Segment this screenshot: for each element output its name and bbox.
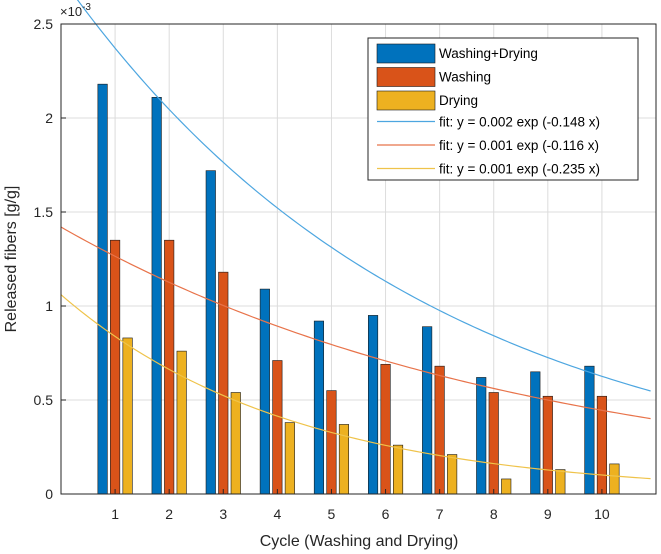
bar-drying-9 <box>555 469 566 495</box>
x-tick-label: 3 <box>219 506 227 522</box>
legend-label: fit: y = 0.001 exp (-0.235 x) <box>439 162 600 177</box>
bar-washing-drying-3 <box>205 170 216 495</box>
x-axis-label: Cycle (Washing and Drying) <box>260 533 459 550</box>
legend-swatch-1 <box>376 43 436 64</box>
y-tick-label: 0 <box>45 486 53 502</box>
plot-frame <box>60 23 657 495</box>
y-tick-label: 0.5 <box>34 392 54 408</box>
bar-washing-1 <box>110 239 121 495</box>
legend-swatch-3 <box>376 90 436 111</box>
x-tick-labels: 1 2 3 4 5 6 7 8 9 10 <box>111 489 610 522</box>
legend-label: fit: y = 0.001 exp (-0.116 x) <box>439 138 599 153</box>
bar-washing-drying-2 <box>151 97 162 495</box>
x-tick-label: 8 <box>490 506 498 522</box>
y-tick-label: 1 <box>45 298 53 314</box>
bar-washing-drying-9 <box>530 371 541 495</box>
legend: Washing+Drying Washing Drying fit: y = 0.00… <box>367 37 639 181</box>
bar-washing-9 <box>542 395 553 495</box>
fit-curve-1 <box>76 0 651 392</box>
bar-drying-6 <box>392 444 404 495</box>
bar-drying-8 <box>501 478 512 495</box>
bar-washing-drying-6 <box>367 315 379 495</box>
legend-label: Washing <box>439 70 491 85</box>
x-tick-label: 5 <box>328 506 336 522</box>
x-tick-label: 4 <box>273 506 281 522</box>
bar-washing-drying-5 <box>313 320 325 495</box>
bar-washing-4 <box>272 360 283 495</box>
bar-drying-2 <box>176 350 187 495</box>
bar-washing-drying-8 <box>476 377 487 495</box>
bar-drying-7 <box>447 454 458 495</box>
fit-curve-3 <box>60 294 651 480</box>
y-tick-label: 1.5 <box>34 204 54 220</box>
fit-curve-2 <box>60 226 651 420</box>
legend-label: Washing+Drying <box>439 46 538 61</box>
x-tick-label: 2 <box>165 506 173 522</box>
x-tick-label: 9 <box>544 506 552 522</box>
bar-washing-drying-7 <box>422 326 433 495</box>
bar-drying-10 <box>609 463 620 495</box>
y-axis-label: Released fibers [g/g] <box>3 186 20 333</box>
bar-washing-drying-1 <box>97 83 108 495</box>
y-exponent: ×10-3 <box>60 2 91 19</box>
legend-swatch-2 <box>376 67 436 87</box>
legend-label: Drying <box>439 93 478 108</box>
x-tick-label: 7 <box>436 506 444 522</box>
bar-drying-4 <box>284 422 295 495</box>
x-tick-label: 10 <box>594 506 610 522</box>
bar-washing-5 <box>326 390 337 495</box>
bar-washing-6 <box>380 363 391 495</box>
x-tick-label: 6 <box>382 506 390 522</box>
bar-washing-7 <box>434 365 445 495</box>
legend-label: fit: y = 0.002 exp (-0.148 x) <box>439 115 600 130</box>
x-tick-label: 1 <box>111 506 119 522</box>
bar-drying-3 <box>230 392 241 495</box>
bar-washing-8 <box>488 392 499 495</box>
y-tick-labels: 0 0.5 1 1.5 2 2.5 <box>34 16 66 502</box>
fit-curves <box>60 0 651 480</box>
y-tick-label: 2 <box>45 110 53 126</box>
bar-drying-1 <box>122 337 133 495</box>
y-tick-label: 2.5 <box>34 16 54 32</box>
